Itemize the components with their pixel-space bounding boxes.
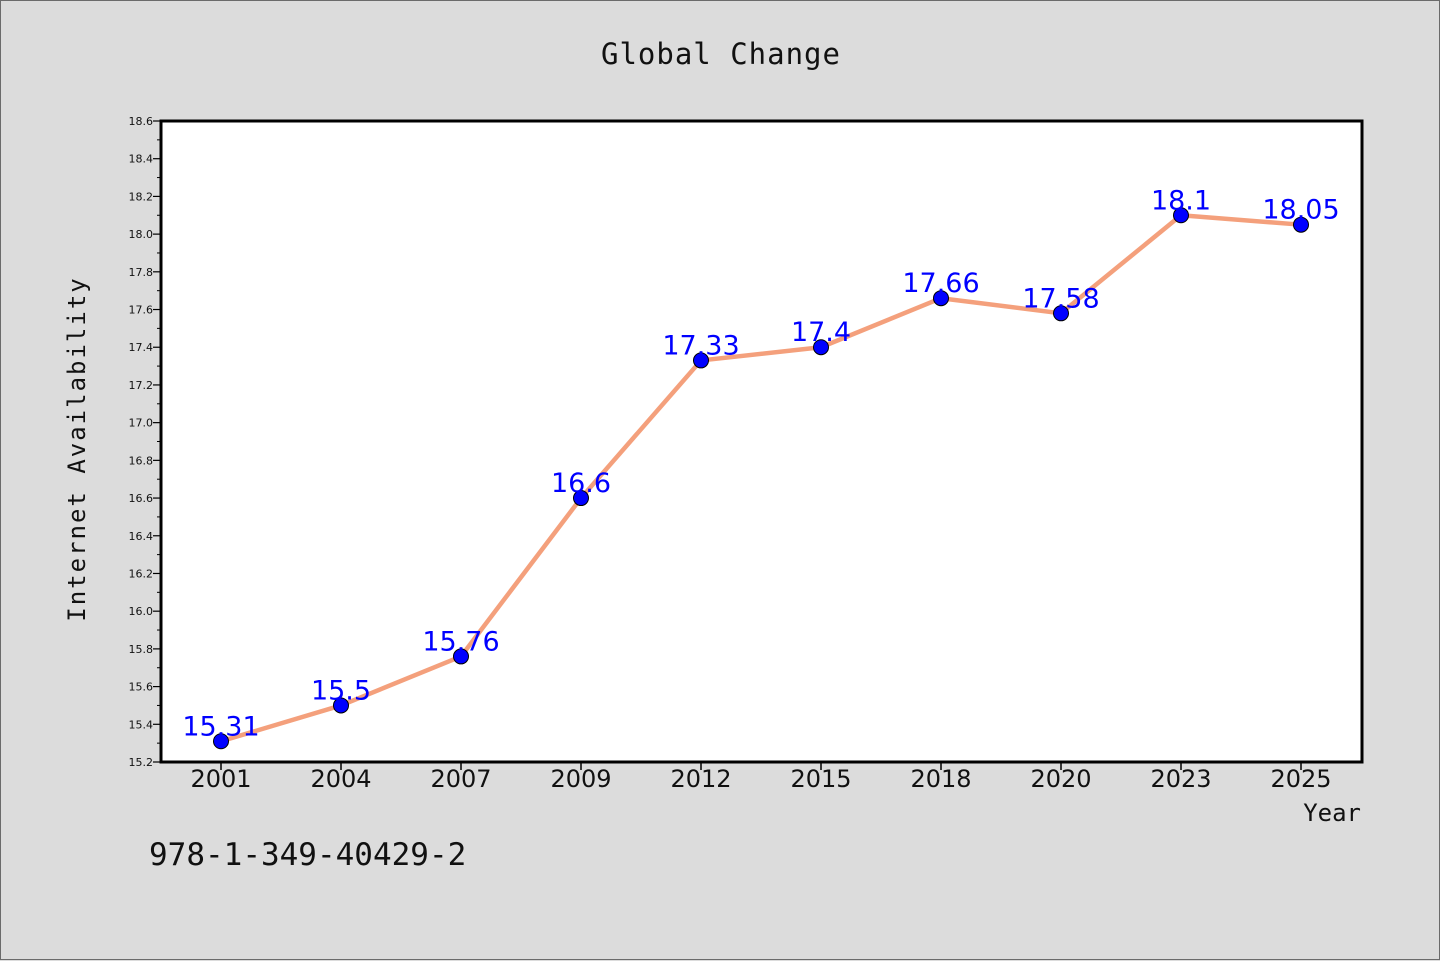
data-point: [333, 697, 349, 714]
y-tick-label: 17.6: [129, 304, 154, 317]
y-tick-label: 16.0: [129, 605, 154, 618]
x-tick-label: 2004: [310, 765, 371, 793]
y-axis: 15.2 15.4 15.6 15.8 16.0 16.2 16.4 16.6 16.8 17.0…: [129, 115, 161, 769]
x-tick-label: 2015: [790, 765, 851, 793]
y-tick-label: 17.8: [129, 266, 154, 279]
y-tick-label: 16.2: [129, 567, 154, 580]
data-label: 15.5: [311, 675, 371, 706]
data-point: [1173, 207, 1189, 224]
data-label: 17.66: [902, 268, 979, 299]
data-point: [573, 490, 589, 507]
x-tick-label: 2001: [190, 765, 251, 793]
data-point: [453, 648, 469, 665]
y-tick-label: 17.4: [129, 341, 154, 354]
x-tick-label: 2023: [1150, 765, 1211, 793]
x-tick-label: 2018: [910, 765, 971, 793]
data-point: [693, 352, 709, 369]
x-tick-label: 2025: [1270, 765, 1331, 793]
y-tick-label: 17.0: [129, 417, 154, 430]
y-tick-label: 16.8: [129, 454, 154, 467]
chart-title: Global Change: [601, 37, 841, 71]
data-label: 15.31: [182, 711, 259, 742]
data-point: [1053, 305, 1069, 322]
plot-area: [159, 119, 1364, 764]
x-tick-label: 2020: [1030, 765, 1091, 793]
y-axis-label: Internet Availability: [63, 276, 91, 621]
y-tick-label: 15.4: [129, 718, 154, 731]
data-series: 15.31 15.5 15.76 16.6 17.33 17.4 17.66 17.58 18.…: [182, 185, 1340, 750]
x-tick-label: 2012: [670, 765, 731, 793]
y-tick-label: 17.2: [129, 379, 154, 392]
y-tick-label: 18.4: [129, 153, 154, 166]
x-axis: 2001 2004 2007 2009 2012 2015 2018 2020 2023 2025: [190, 762, 1332, 793]
data-label: 15.76: [422, 626, 499, 657]
y-tick-label: 16.4: [129, 530, 154, 543]
data-label: 18.1: [1151, 185, 1211, 216]
data-label: 18.05: [1262, 195, 1339, 226]
data-point: [1293, 216, 1309, 233]
footnote-isbn: 978-1-349-40429-2: [149, 837, 466, 873]
y-tick-label: 15.6: [129, 681, 154, 694]
y-tick-label: 15.8: [129, 643, 154, 656]
x-tick-label: 2007: [430, 765, 491, 793]
data-label: 17.4: [791, 317, 851, 348]
y-tick-label: 18.0: [129, 228, 154, 241]
data-label: 17.58: [1022, 283, 1099, 314]
data-point: [213, 733, 229, 750]
data-point: [813, 339, 829, 356]
y-tick-label: 18.2: [129, 190, 154, 203]
y-tick-label: 18.6: [129, 115, 154, 128]
x-tick-label: 2009: [550, 765, 611, 793]
data-label: 16.6: [551, 468, 611, 499]
y-tick-label: 15.2: [129, 756, 154, 769]
y-tick-label: 16.6: [129, 492, 154, 505]
series-line: [220, 213, 1302, 744]
data-label: 17.33: [662, 330, 739, 361]
x-axis-label: Year: [1303, 799, 1361, 827]
data-point: [933, 290, 949, 307]
